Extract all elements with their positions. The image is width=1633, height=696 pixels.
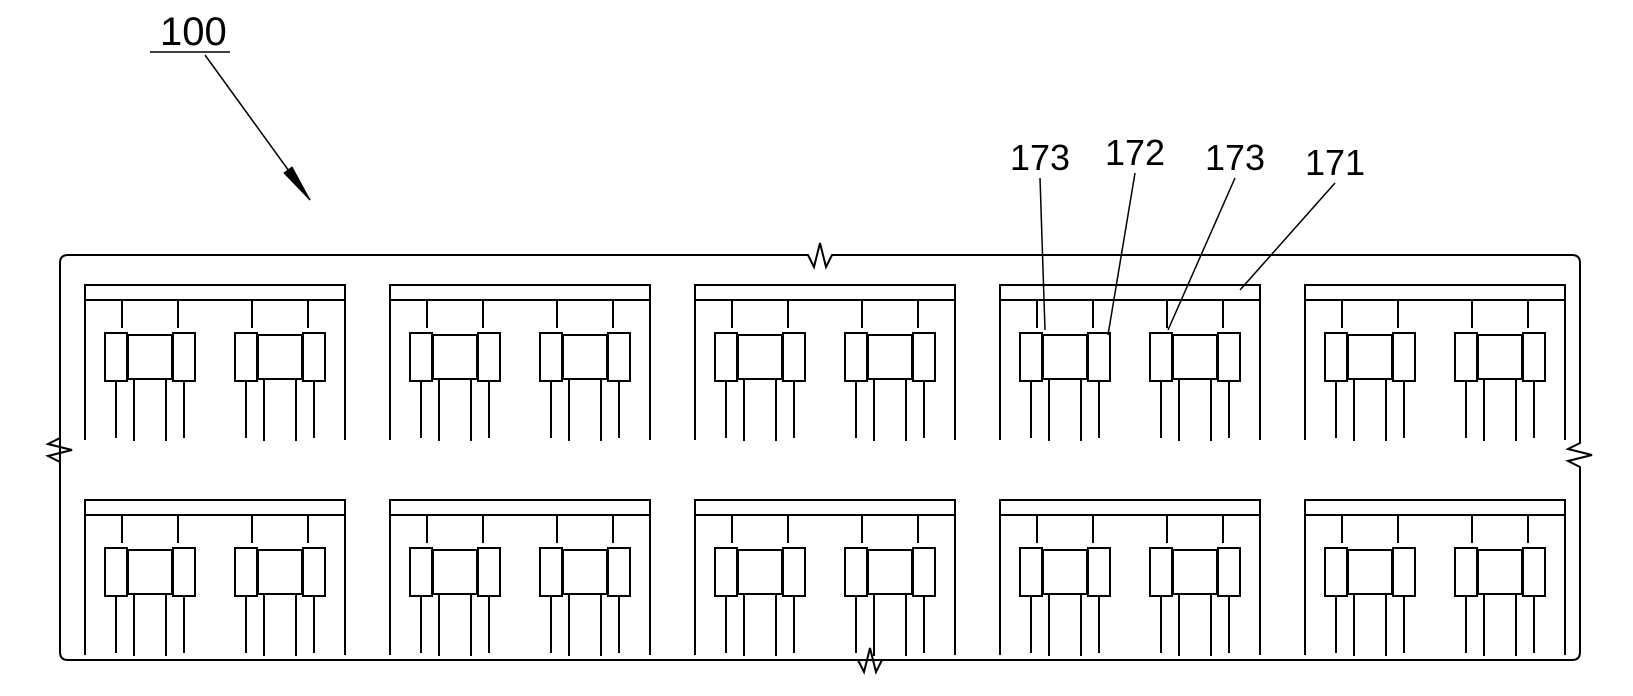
group-frame: [390, 285, 650, 440]
block-173: [1325, 333, 1347, 381]
block-173: [1393, 333, 1415, 381]
group-frame: [1000, 285, 1260, 440]
block-173: [1325, 548, 1347, 596]
block-173: [608, 548, 630, 596]
block-172: [738, 335, 782, 379]
block-173: [235, 548, 257, 596]
callout-172-1: 172: [1105, 132, 1165, 173]
block-172: [258, 550, 302, 594]
block-173: [715, 548, 737, 596]
block-173: [1020, 548, 1042, 596]
block-173: [540, 548, 562, 596]
block-173: [478, 548, 500, 596]
group-frame: [1305, 285, 1565, 440]
block-172: [1478, 550, 1522, 594]
block-172: [128, 335, 172, 379]
block-172: [433, 550, 477, 594]
block-173: [913, 548, 935, 596]
block-173: [1088, 333, 1110, 381]
block-173: [105, 333, 127, 381]
block-172: [1478, 335, 1522, 379]
block-173: [1150, 548, 1172, 596]
callout-173-0: 173: [1010, 137, 1070, 178]
block-173: [1455, 333, 1477, 381]
block-173: [1523, 333, 1545, 381]
ref-100: 100: [160, 10, 227, 54]
block-172: [1173, 335, 1217, 379]
block-173: [303, 548, 325, 596]
block-173: [173, 548, 195, 596]
block-172: [1348, 335, 1392, 379]
block-173: [410, 548, 432, 596]
group-frame: [85, 285, 345, 440]
block-173: [913, 333, 935, 381]
ref-100-arrowhead: [284, 167, 310, 200]
block-173: [478, 333, 500, 381]
block-173: [783, 548, 805, 596]
block-172: [868, 550, 912, 594]
block-173: [1088, 548, 1110, 596]
block-172: [563, 335, 607, 379]
block-173: [783, 333, 805, 381]
group-frame: [390, 500, 650, 655]
block-172: [128, 550, 172, 594]
group-frame: [695, 500, 955, 655]
callout-171-3: 171: [1305, 142, 1365, 183]
block-173: [173, 333, 195, 381]
block-173: [303, 333, 325, 381]
group-frame: [85, 500, 345, 655]
block-172: [1173, 550, 1217, 594]
block-173: [715, 333, 737, 381]
block-172: [258, 335, 302, 379]
block-173: [105, 548, 127, 596]
callout-173-2: 173: [1205, 137, 1265, 178]
block-172: [563, 550, 607, 594]
block-172: [738, 550, 782, 594]
group-frame: [1305, 500, 1565, 655]
group-frame: [695, 285, 955, 440]
block-173: [845, 548, 867, 596]
block-172: [1348, 550, 1392, 594]
block-173: [1218, 333, 1240, 381]
block-173: [235, 333, 257, 381]
block-173: [1020, 333, 1042, 381]
block-173: [1150, 333, 1172, 381]
block-172: [1043, 335, 1087, 379]
block-173: [1218, 548, 1240, 596]
callout-leader-3: [1240, 183, 1335, 290]
block-173: [540, 333, 562, 381]
block-173: [608, 333, 630, 381]
block-172: [868, 335, 912, 379]
block-173: [1393, 548, 1415, 596]
panel-outline: [48, 243, 1592, 672]
block-172: [433, 335, 477, 379]
group-frame: [1000, 500, 1260, 655]
block-173: [1455, 548, 1477, 596]
block-173: [410, 333, 432, 381]
block-173: [1523, 548, 1545, 596]
block-172: [1043, 550, 1087, 594]
block-173: [845, 333, 867, 381]
